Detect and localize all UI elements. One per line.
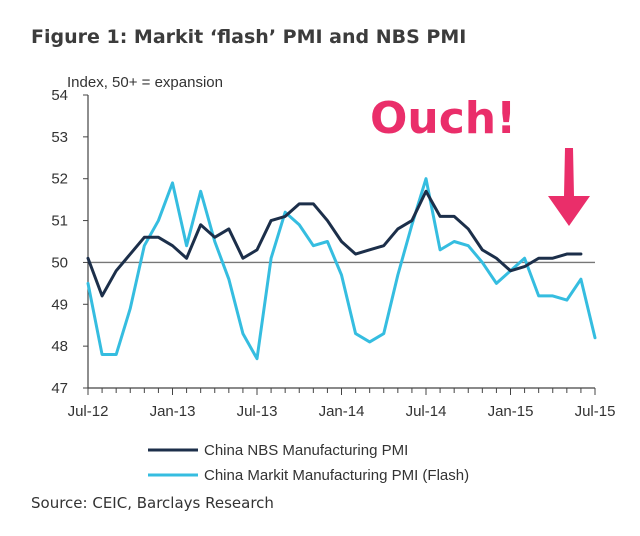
x-tick-label: Jan-15	[488, 403, 534, 420]
y-tick-label: 49	[51, 296, 68, 313]
y-axis-unit-label: Index, 50+ = expansion	[67, 74, 223, 91]
series-line-china-nbs-manufacturing-pmi	[86, 189, 583, 298]
x-tick-label: Jul-12	[68, 403, 109, 420]
figure-title: Figure 1: Markit ‘flash’ PMI and NBS PMI	[31, 26, 467, 48]
series-lines	[86, 177, 597, 361]
legend-label: China Markit Manufacturing PMI (Flash)	[204, 467, 469, 484]
x-tick-label: Jul-14	[406, 403, 447, 420]
x-tick-label: Jul-15	[575, 403, 616, 420]
annotation-text: Ouch!	[370, 93, 516, 144]
x-tick-label: Jan-14	[319, 403, 365, 420]
y-tick-label: 53	[51, 129, 68, 146]
y-tick-label: 52	[51, 171, 68, 188]
y-tick-label: 50	[51, 254, 68, 271]
legend-label: China NBS Manufacturing PMI	[204, 442, 408, 459]
legend: China NBS Manufacturing PMI China Markit …	[148, 442, 469, 484]
y-tick-label: 47	[51, 380, 68, 397]
x-tick-label: Jul-13	[237, 403, 278, 420]
y-tick-label: 54	[51, 87, 68, 104]
annotation-group: Ouch!	[370, 93, 590, 226]
y-tick-label: 51	[51, 213, 68, 230]
y-tick-label: 48	[51, 338, 68, 355]
annotation-arrow-icon	[548, 148, 590, 226]
source-note: Source: CEIC, Barclays Research	[31, 494, 274, 512]
x-tick-label: Jan-13	[150, 403, 196, 420]
